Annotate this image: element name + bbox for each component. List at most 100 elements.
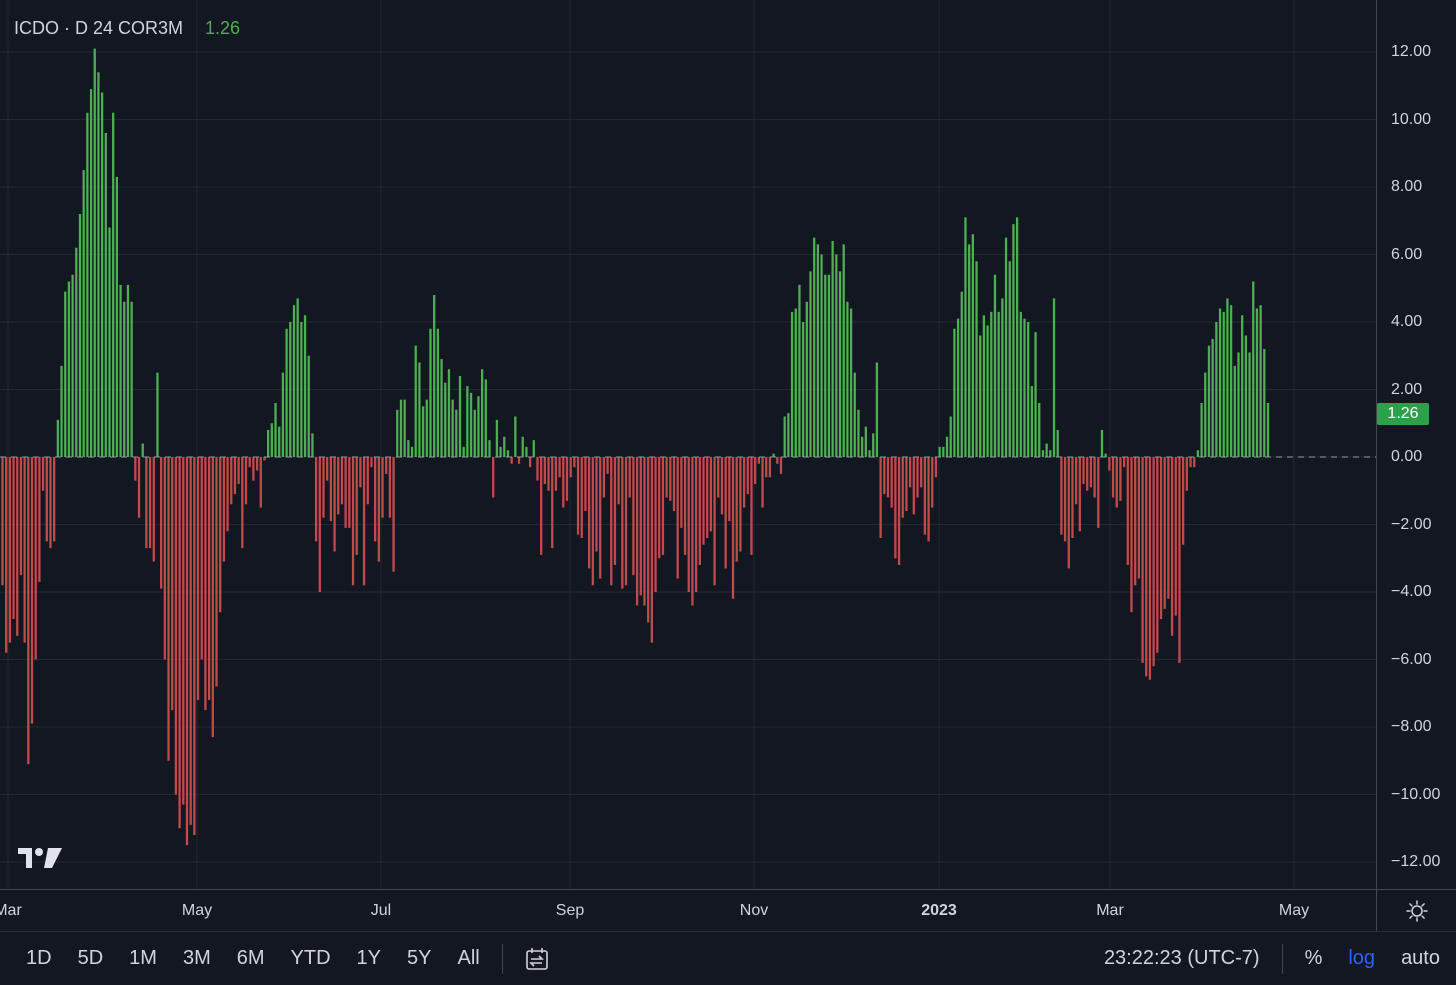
histogram-bar xyxy=(421,406,425,458)
log-scale-button[interactable]: log xyxy=(1348,947,1376,969)
clock-display[interactable]: 23:22:23 (UTC-7) xyxy=(1103,947,1260,969)
histogram-bar xyxy=(1196,450,1200,457)
histogram-bar xyxy=(665,457,668,498)
histogram-bar xyxy=(849,308,853,457)
histogram-bar xyxy=(200,457,203,660)
range-all-button[interactable]: All xyxy=(457,947,480,969)
auto-scale-button[interactable]: auto xyxy=(1401,947,1440,969)
histogram-bar xyxy=(1226,298,1229,458)
chart-legend[interactable]: ICDO · D 24 COR3M 1.26 xyxy=(14,18,240,39)
histogram-bar xyxy=(1178,457,1181,663)
histogram-bar xyxy=(1266,403,1270,457)
histogram-bar xyxy=(776,457,779,464)
y-tick-label: −6.00 xyxy=(1391,650,1432,668)
histogram-bar xyxy=(119,284,122,458)
histogram-bar xyxy=(104,133,107,457)
histogram-bar xyxy=(798,284,801,458)
histogram-bar xyxy=(270,423,273,457)
range-6m-button[interactable]: 6M xyxy=(236,947,265,969)
histogram-bar xyxy=(728,457,731,522)
range-1m-button[interactable]: 1M xyxy=(129,947,157,969)
histogram-bar xyxy=(883,457,886,495)
histogram-bar xyxy=(610,457,613,586)
histogram-bar xyxy=(1082,457,1085,484)
histogram-bar xyxy=(831,241,834,457)
histogram-bar xyxy=(968,244,971,458)
histogram-bar xyxy=(1152,457,1155,667)
histogram-bar xyxy=(835,254,838,457)
histogram-bar xyxy=(326,457,329,481)
histogram-bar xyxy=(285,328,288,457)
histogram-bar xyxy=(303,315,307,457)
y-tick-label: 0.00 xyxy=(1391,448,1423,465)
range-ytd-button[interactable]: YTD xyxy=(290,947,331,969)
histogram-bar xyxy=(414,345,417,458)
histogram-bar xyxy=(337,457,340,515)
range-1y-button[interactable]: 1Y xyxy=(356,947,382,969)
histogram-bar xyxy=(827,274,831,457)
histogram-bar xyxy=(702,457,705,545)
histogram-bar xyxy=(1001,298,1004,458)
histogram-bar xyxy=(510,457,513,464)
range-5y-button[interactable]: 5Y xyxy=(407,947,432,969)
histogram-bar xyxy=(1189,457,1192,468)
histogram-bar xyxy=(233,457,237,495)
histogram-bar xyxy=(1034,332,1037,458)
range-5d-button[interactable]: 5D xyxy=(77,947,104,969)
histogram-bar xyxy=(207,457,211,700)
histogram-bar xyxy=(606,457,609,474)
range-1d-button[interactable]: 1D xyxy=(26,947,52,969)
histogram-bar xyxy=(82,170,85,458)
time-axis[interactable]: Mar May Jul Sep Nov 2023 Mar May xyxy=(0,889,1376,931)
histogram-bar xyxy=(905,457,908,511)
gear-icon xyxy=(1405,899,1428,922)
histogram-bar xyxy=(75,247,78,457)
x-tick-label: 2023 xyxy=(921,902,957,919)
histogram-bar xyxy=(565,457,569,501)
percent-scale-button[interactable]: % xyxy=(1304,947,1323,969)
histogram-bar xyxy=(1063,457,1067,542)
date-range-button[interactable] xyxy=(525,947,551,971)
histogram-bar xyxy=(587,457,591,569)
histogram-bar xyxy=(658,457,661,559)
histogram-bar xyxy=(794,308,797,457)
x-tick-label: Nov xyxy=(739,902,769,919)
histogram-bar xyxy=(912,457,915,515)
histogram-bar xyxy=(392,457,395,572)
y-tick-label: 8.00 xyxy=(1391,178,1423,195)
chart-settings-button[interactable] xyxy=(1376,889,1456,931)
price-axis[interactable]: 12.00 10.00 8.00 6.00 4.00 2.00 0.00 −2.00 −4.00… xyxy=(1376,0,1456,889)
histogram-bar xyxy=(713,457,716,586)
histogram-bar xyxy=(171,457,174,711)
histogram-bar xyxy=(554,457,558,491)
histogram-bar xyxy=(942,446,945,458)
histogram-bar xyxy=(750,457,753,555)
histogram-bar xyxy=(1259,305,1262,458)
histogram-bar xyxy=(141,443,144,457)
calendar-icon xyxy=(525,947,548,970)
histogram-bar xyxy=(296,298,299,458)
histogram-bar xyxy=(1244,335,1248,457)
y-tick-label: −2.00 xyxy=(1391,515,1432,533)
histogram-bar xyxy=(1263,349,1266,457)
histogram-bar xyxy=(451,399,454,458)
histogram-bar xyxy=(1119,457,1122,501)
y-tick-label: −4.00 xyxy=(1391,583,1432,600)
histogram-bar xyxy=(5,457,8,653)
histogram-bar xyxy=(1097,457,1100,528)
histogram-bar xyxy=(1193,457,1196,468)
histogram-bar xyxy=(499,446,502,458)
histogram-bar xyxy=(669,457,672,501)
histogram-bar xyxy=(532,440,535,458)
histogram-bar xyxy=(1104,453,1107,458)
chart-area[interactable]: ICDO · D 24 COR3M 1.26 xyxy=(0,0,1376,889)
histogram-bar xyxy=(425,399,428,458)
range-3m-button[interactable]: 3M xyxy=(182,947,211,969)
histogram-bar xyxy=(1134,457,1137,586)
histogram-bar xyxy=(573,457,576,468)
histogram-bar xyxy=(259,457,262,508)
tradingview-logo[interactable] xyxy=(18,846,64,875)
histogram-bar xyxy=(1122,457,1126,468)
histogram-bar xyxy=(134,457,137,481)
histogram-bar xyxy=(1012,224,1015,458)
